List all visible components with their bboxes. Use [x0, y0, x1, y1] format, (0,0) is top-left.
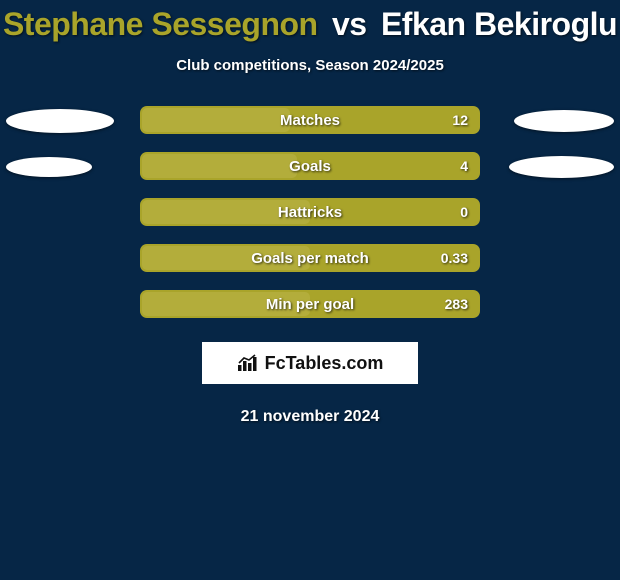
stat-row: Goals per match0.33: [0, 244, 620, 274]
stat-value: 4: [460, 152, 468, 180]
stat-value: 12: [452, 106, 468, 134]
chart-icon: [237, 354, 259, 372]
stat-value: 283: [445, 290, 468, 318]
stat-row: Matches12: [0, 106, 620, 136]
stat-label: Goals: [140, 152, 480, 180]
stat-label: Hattricks: [140, 198, 480, 226]
logo-box: FcTables.com: [202, 342, 418, 384]
right-ellipse: [509, 156, 614, 178]
player2-name: Efkan Bekiroglu: [381, 6, 617, 42]
stat-bar: Goals4: [140, 152, 480, 180]
stat-row: Goals4: [0, 152, 620, 182]
stat-bar: Hattricks0: [140, 198, 480, 226]
stat-label: Min per goal: [140, 290, 480, 318]
stat-bar: Goals per match0.33: [140, 244, 480, 272]
player1-name: Stephane Sessegnon: [3, 6, 318, 42]
stats-list: Matches12 Goals4 Hattricks0 Goals per match…: [0, 106, 620, 320]
subtitle: Club competitions, Season 2024/2025: [0, 57, 620, 74]
stat-value: 0.33: [441, 244, 468, 272]
right-ellipse: [514, 110, 614, 132]
logo-text: FcTables.com: [265, 353, 384, 374]
stat-label: Matches: [140, 106, 480, 134]
left-ellipse: [6, 157, 92, 177]
stat-row: Min per goal283: [0, 290, 620, 320]
stat-value: 0: [460, 198, 468, 226]
stat-bar: Min per goal283: [140, 290, 480, 318]
left-ellipse: [6, 109, 114, 133]
page-title: Stephane Sessegnon vs Efkan Bekiroglu: [0, 6, 620, 43]
stat-row: Hattricks0: [0, 198, 620, 228]
stat-bar: Matches12: [140, 106, 480, 134]
vs-text: vs: [332, 6, 367, 42]
stat-label: Goals per match: [140, 244, 480, 272]
comparison-infographic: Stephane Sessegnon vs Efkan Bekiroglu Cl…: [0, 0, 620, 426]
date-text: 21 november 2024: [0, 408, 620, 426]
